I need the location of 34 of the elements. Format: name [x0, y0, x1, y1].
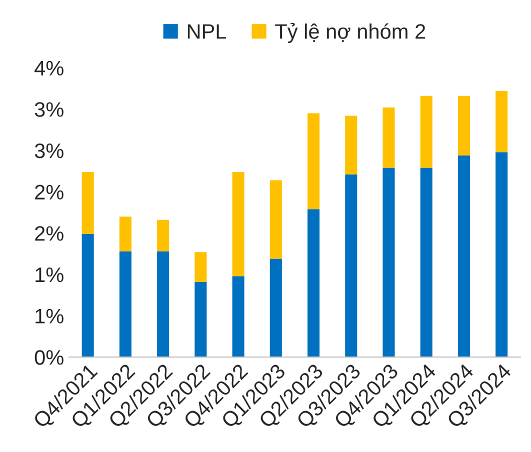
bar: [270, 180, 282, 259]
y-tick-label: 3%: [34, 102, 64, 117]
bar: [194, 282, 207, 358]
bar: [458, 155, 470, 358]
bar: [119, 251, 132, 358]
bar: [458, 96, 470, 156]
bar: [420, 168, 432, 358]
y-tick-label: 3%: [34, 143, 64, 158]
bar: [382, 168, 395, 358]
legend-label: NPL: [188, 24, 226, 39]
y-tick-label: 2%: [35, 226, 64, 241]
bar: [194, 252, 207, 282]
bar: [307, 209, 320, 358]
bar: [232, 276, 244, 358]
bar: [345, 174, 358, 358]
bar: [307, 113, 320, 210]
bar: [345, 116, 358, 174]
bar: [382, 107, 395, 168]
bar: [82, 234, 94, 358]
bar: [82, 172, 94, 234]
bar: [157, 220, 170, 252]
legend-label: Tỷ lệ nợ nhóm 2: [275, 22, 426, 43]
bar: [157, 251, 170, 358]
bar: [420, 96, 432, 168]
y-tick-label: 1%: [36, 268, 64, 282]
bar: [496, 90, 508, 152]
bar: [270, 258, 282, 358]
y-tick-label: 4%: [34, 60, 64, 76]
bar: [119, 216, 132, 252]
y-tick-label: 1%: [36, 308, 64, 324]
y-tick-label: 0%: [34, 350, 64, 365]
bar: [496, 152, 508, 358]
bar: [232, 172, 244, 276]
y-tick-label: 2%: [35, 184, 64, 200]
